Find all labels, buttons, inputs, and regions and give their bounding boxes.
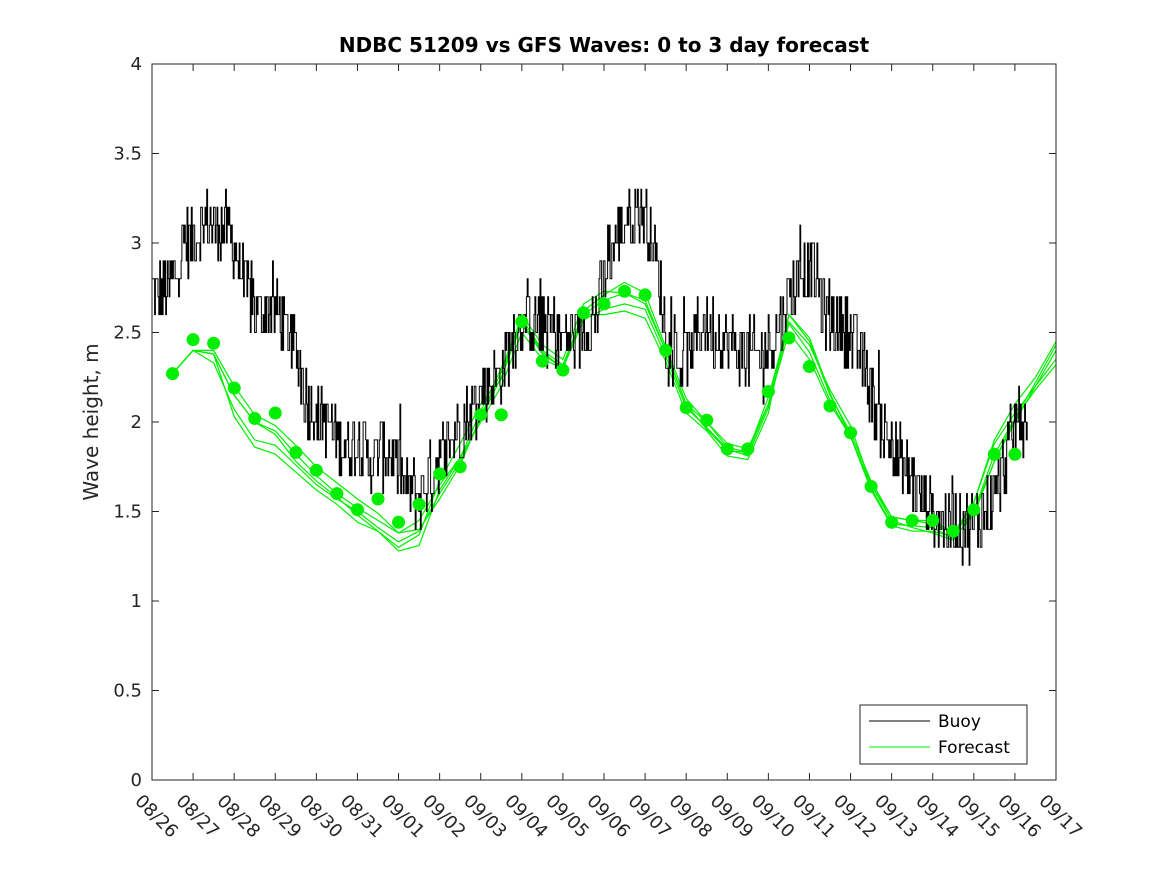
forecast-marker [207,336,221,350]
x-tick-label: 09/02 [418,791,470,843]
x-tick-label: 09/09 [706,791,758,843]
forecast-marker [905,513,919,527]
forecast-marker [453,460,467,474]
forecast-marker [885,515,899,529]
forecast-marker [248,411,262,425]
y-axis-label: Wave height, m [79,343,103,500]
y-tick-label: 4 [131,54,142,75]
forecast-marker [597,297,611,311]
forecast-marker [392,515,406,529]
forecast-marker [638,288,652,302]
x-tick-label: 09/14 [911,791,963,843]
forecast-marker [309,463,323,477]
forecast-marker [186,333,200,347]
legend-forecast-label: Forecast [938,738,1010,758]
y-tick-label: 2 [131,412,142,433]
x-tick-label: 09/10 [747,791,799,843]
buoy-line [152,188,1028,566]
y-tick-label: 2.5 [113,323,142,344]
y-tick-label: 3.5 [113,144,142,165]
forecast-marker [1008,447,1022,461]
forecast-marker [494,408,508,422]
forecast-marker [926,513,940,527]
forecast-marker [166,367,180,381]
forecast-marker [946,524,960,538]
x-tick-label: 08/28 [213,791,265,843]
plot-background [152,64,1056,780]
forecast-marker [227,381,241,395]
y-tick-label: 1 [131,591,142,612]
forecast-marker [679,401,693,415]
forecast-marker [412,497,426,511]
x-tick-label: 09/06 [582,791,634,843]
legend-buoy-label: Buoy [938,712,981,732]
y-axis-ticks: 0 0.5 1 1.5 2 2.5 3 3.5 4 [113,54,1056,791]
legend-box [859,704,1028,765]
forecast-marker [741,442,755,456]
forecast-marker [289,445,303,459]
forecast-marker [618,284,632,298]
forecast-marker [535,354,549,368]
forecast-marker [350,503,364,517]
x-tick-label: 09/08 [665,791,717,843]
forecast-marker [576,306,590,320]
forecast-marker [330,487,344,501]
x-tick-label: 09/07 [624,791,676,843]
forecast-marker [720,442,734,456]
forecast-marker [659,343,673,357]
forecast-marker [556,363,570,377]
legend: Buoy Forecast [859,704,1028,765]
y-tick-label: 0 [131,770,142,791]
forecast-line [172,290,1057,549]
forecast-marker [515,315,529,329]
buoy-series [152,188,1028,566]
chart-title: NDBC 51209 vs GFS Waves: 0 to 3 day fore… [339,33,870,57]
forecast-marker [967,503,981,517]
forecast-marker [844,426,858,440]
x-tick-label: 09/13 [870,791,922,843]
x-tick-label: 09/16 [993,791,1045,843]
x-tick-label: 09/04 [500,791,552,843]
forecast-marker [371,492,385,506]
forecast-marker [474,408,488,422]
x-tick-label: 08/31 [336,791,388,843]
x-tick-label: 08/30 [295,791,347,843]
y-tick-label: 1.5 [113,502,142,523]
forecast-marker [864,479,878,493]
forecast-marker [433,467,447,481]
forecast-marker [761,385,775,399]
x-tick-label: 08/29 [254,791,306,843]
forecast-marker [823,399,837,413]
x-tick-label: 08/26 [130,791,182,843]
x-tick-label: 09/12 [829,791,881,843]
forecast-marker [782,331,796,345]
forecast-marker [268,406,282,420]
forecast-markers [166,284,1022,538]
forecast-line [172,310,1057,552]
y-tick-label: 0.5 [113,681,142,702]
forecast-marker [802,360,816,374]
x-tick-label: 09/05 [541,791,593,843]
x-tick-label: 09/15 [952,791,1004,843]
x-tick-label: 09/01 [377,791,429,843]
forecast-marker [987,447,1001,461]
y-tick-label: 3 [131,233,142,254]
forecast-marker [700,413,714,427]
x-tick-label: 09/03 [459,791,511,843]
x-tick-label: 09/11 [788,791,840,843]
plot-frame [151,63,1057,781]
x-tick-label: 08/27 [172,791,224,843]
x-tick-label: 09/17 [1034,791,1086,843]
